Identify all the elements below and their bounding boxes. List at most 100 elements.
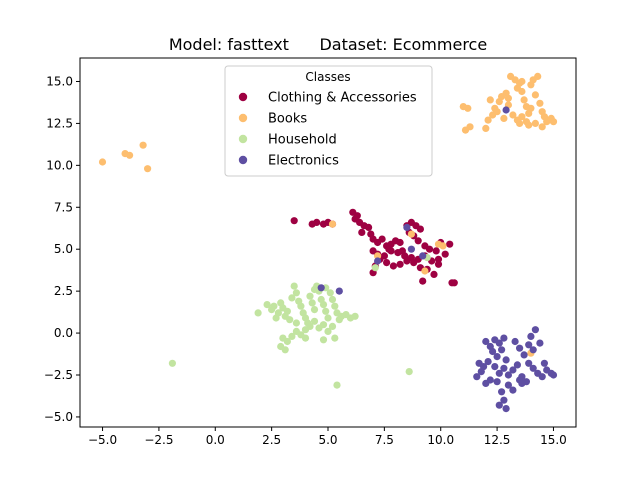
- scatter-point: [288, 294, 296, 302]
- legend-label: Electronics: [268, 154, 339, 169]
- scatter-point: [398, 247, 406, 255]
- scatter-point: [516, 119, 524, 127]
- scatter-point: [310, 285, 319, 294]
- x-tick-label: 15.0: [540, 433, 567, 447]
- scatter-point: [396, 238, 404, 247]
- scatter-point: [254, 309, 262, 317]
- scatter-point: [374, 257, 382, 265]
- scatter-point: [308, 299, 316, 307]
- scatter-point: [486, 96, 494, 104]
- scatter-point: [333, 381, 341, 389]
- scatter-point: [504, 381, 512, 389]
- x-tick-label: 2.5: [262, 433, 281, 447]
- legend-label: Clothing & Accessories: [268, 91, 417, 106]
- legend: Classes Clothing & Accessories Books House…: [224, 65, 433, 177]
- chart-title: Model: fasttext Dataset: Ecommerce: [169, 35, 487, 54]
- scatter-point: [292, 319, 300, 327]
- scatter-point: [520, 351, 528, 359]
- scatter-point: [525, 341, 533, 349]
- scatter-point: [319, 321, 328, 329]
- scatter-point: [319, 301, 328, 309]
- legend-entries: Clothing & Accessories Books Household Elec…: [238, 91, 417, 169]
- scatter-point: [144, 165, 152, 173]
- scatter-point: [389, 262, 397, 270]
- scatter-point: [527, 104, 535, 112]
- legend-marker: [238, 113, 248, 123]
- scatter-point: [489, 347, 497, 356]
- scatter-point: [518, 77, 526, 86]
- scatter-point: [270, 302, 278, 310]
- scatter-point: [407, 230, 415, 238]
- scatter-point: [491, 363, 499, 371]
- scatter-point: [290, 282, 298, 290]
- y-tick-label: 15.0: [46, 74, 73, 88]
- scatter-point: [498, 388, 506, 396]
- scatter-point: [495, 339, 503, 347]
- scatter-point: [446, 240, 454, 248]
- scatter-point: [358, 228, 366, 236]
- scatter-point: [410, 259, 418, 267]
- scatter-point: [500, 334, 508, 342]
- scatter-point: [405, 368, 413, 376]
- scatter-point: [139, 141, 147, 149]
- scatter-point: [286, 316, 294, 324]
- scatter-point: [529, 364, 537, 372]
- scatter-point: [441, 250, 449, 258]
- scatter-point: [450, 279, 458, 287]
- scatter-point: [378, 235, 386, 243]
- scatter-point: [283, 337, 291, 346]
- legend-marker: [238, 155, 248, 165]
- scatter-point: [301, 334, 310, 342]
- scatter-point: [536, 99, 544, 107]
- scatter-point: [430, 270, 438, 278]
- scatter-point: [439, 242, 447, 250]
- legend-box: [224, 65, 433, 177]
- scatter-point: [495, 369, 503, 377]
- scatter-point: [419, 252, 427, 260]
- scatter-point: [98, 158, 107, 166]
- scatter-point: [403, 257, 411, 265]
- x-tick-label: 7.5: [375, 433, 394, 447]
- y-tick-label: 2.5: [54, 284, 73, 298]
- y-tick-label: 12.5: [46, 116, 73, 130]
- scatter-point: [536, 339, 544, 347]
- scatter-point: [310, 317, 319, 325]
- scatter-point: [504, 94, 512, 102]
- y-tick-label: 10.0: [46, 158, 73, 172]
- scatter-point: [461, 126, 470, 134]
- scatter-point: [518, 113, 526, 121]
- scatter-point: [421, 267, 429, 275]
- scatter-point: [281, 346, 289, 354]
- scatter-point: [126, 151, 134, 159]
- scatter-point: [504, 371, 512, 379]
- scatter-point: [549, 371, 558, 379]
- scatter-point: [502, 106, 510, 114]
- scatter-point: [419, 277, 427, 285]
- scatter-point: [498, 346, 506, 354]
- scatter-point: [308, 220, 316, 228]
- scatter-point: [464, 104, 472, 112]
- scatter-point: [324, 327, 332, 335]
- scatter-point: [493, 378, 501, 386]
- scatter-point: [495, 401, 503, 409]
- x-tick-label: 0.0: [206, 433, 225, 447]
- legend-title: Classes: [305, 70, 350, 84]
- scatter-point: [306, 322, 314, 330]
- scatter-point: [263, 301, 271, 309]
- series-3: [317, 106, 558, 413]
- scatter-point: [407, 245, 415, 253]
- points-layer: [98, 72, 558, 413]
- scatter-point: [416, 225, 424, 233]
- scatter-point: [538, 373, 546, 381]
- scatter-point: [328, 220, 337, 228]
- x-tick-label: 5.0: [318, 433, 337, 447]
- scatter-point: [328, 322, 337, 330]
- scatter-point: [473, 373, 481, 381]
- scatter-point: [502, 356, 510, 364]
- scatter-point: [500, 396, 508, 404]
- scatter-point: [432, 247, 440, 255]
- scatter-point: [482, 124, 490, 132]
- scatter-point: [538, 123, 546, 131]
- scatter-point: [511, 337, 519, 346]
- scatter-point: [518, 379, 526, 387]
